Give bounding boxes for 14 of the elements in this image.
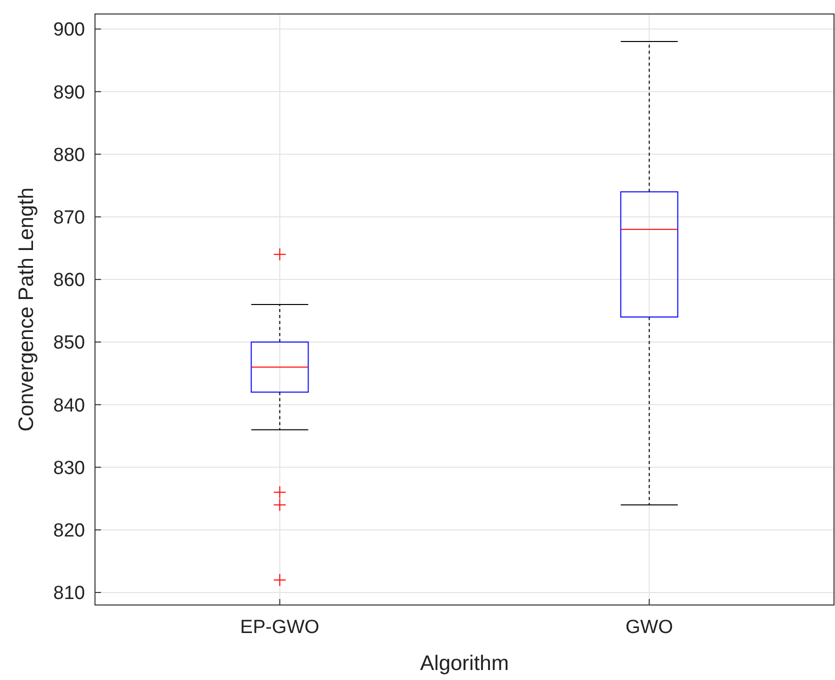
y-tick-label: 900	[53, 20, 85, 41]
x-tick-label: EP-GWO	[240, 617, 320, 638]
y-tick-label: 830	[53, 458, 85, 479]
y-tick-label: 860	[53, 270, 85, 292]
y-tick-label: 890	[53, 82, 85, 104]
y-axis-title: Convergence Path Length	[15, 187, 38, 432]
y-tick-label: 820	[53, 520, 85, 542]
y-tick-label: 840	[53, 395, 85, 416]
y-tick-label: 870	[53, 207, 85, 228]
x-axis-title: Algorithm	[420, 652, 509, 675]
y-tick-label: 880	[53, 144, 85, 166]
x-tick-label: GWO	[626, 617, 673, 638]
y-tick-label: 850	[53, 332, 85, 354]
y-tick-label: 810	[53, 583, 85, 604]
